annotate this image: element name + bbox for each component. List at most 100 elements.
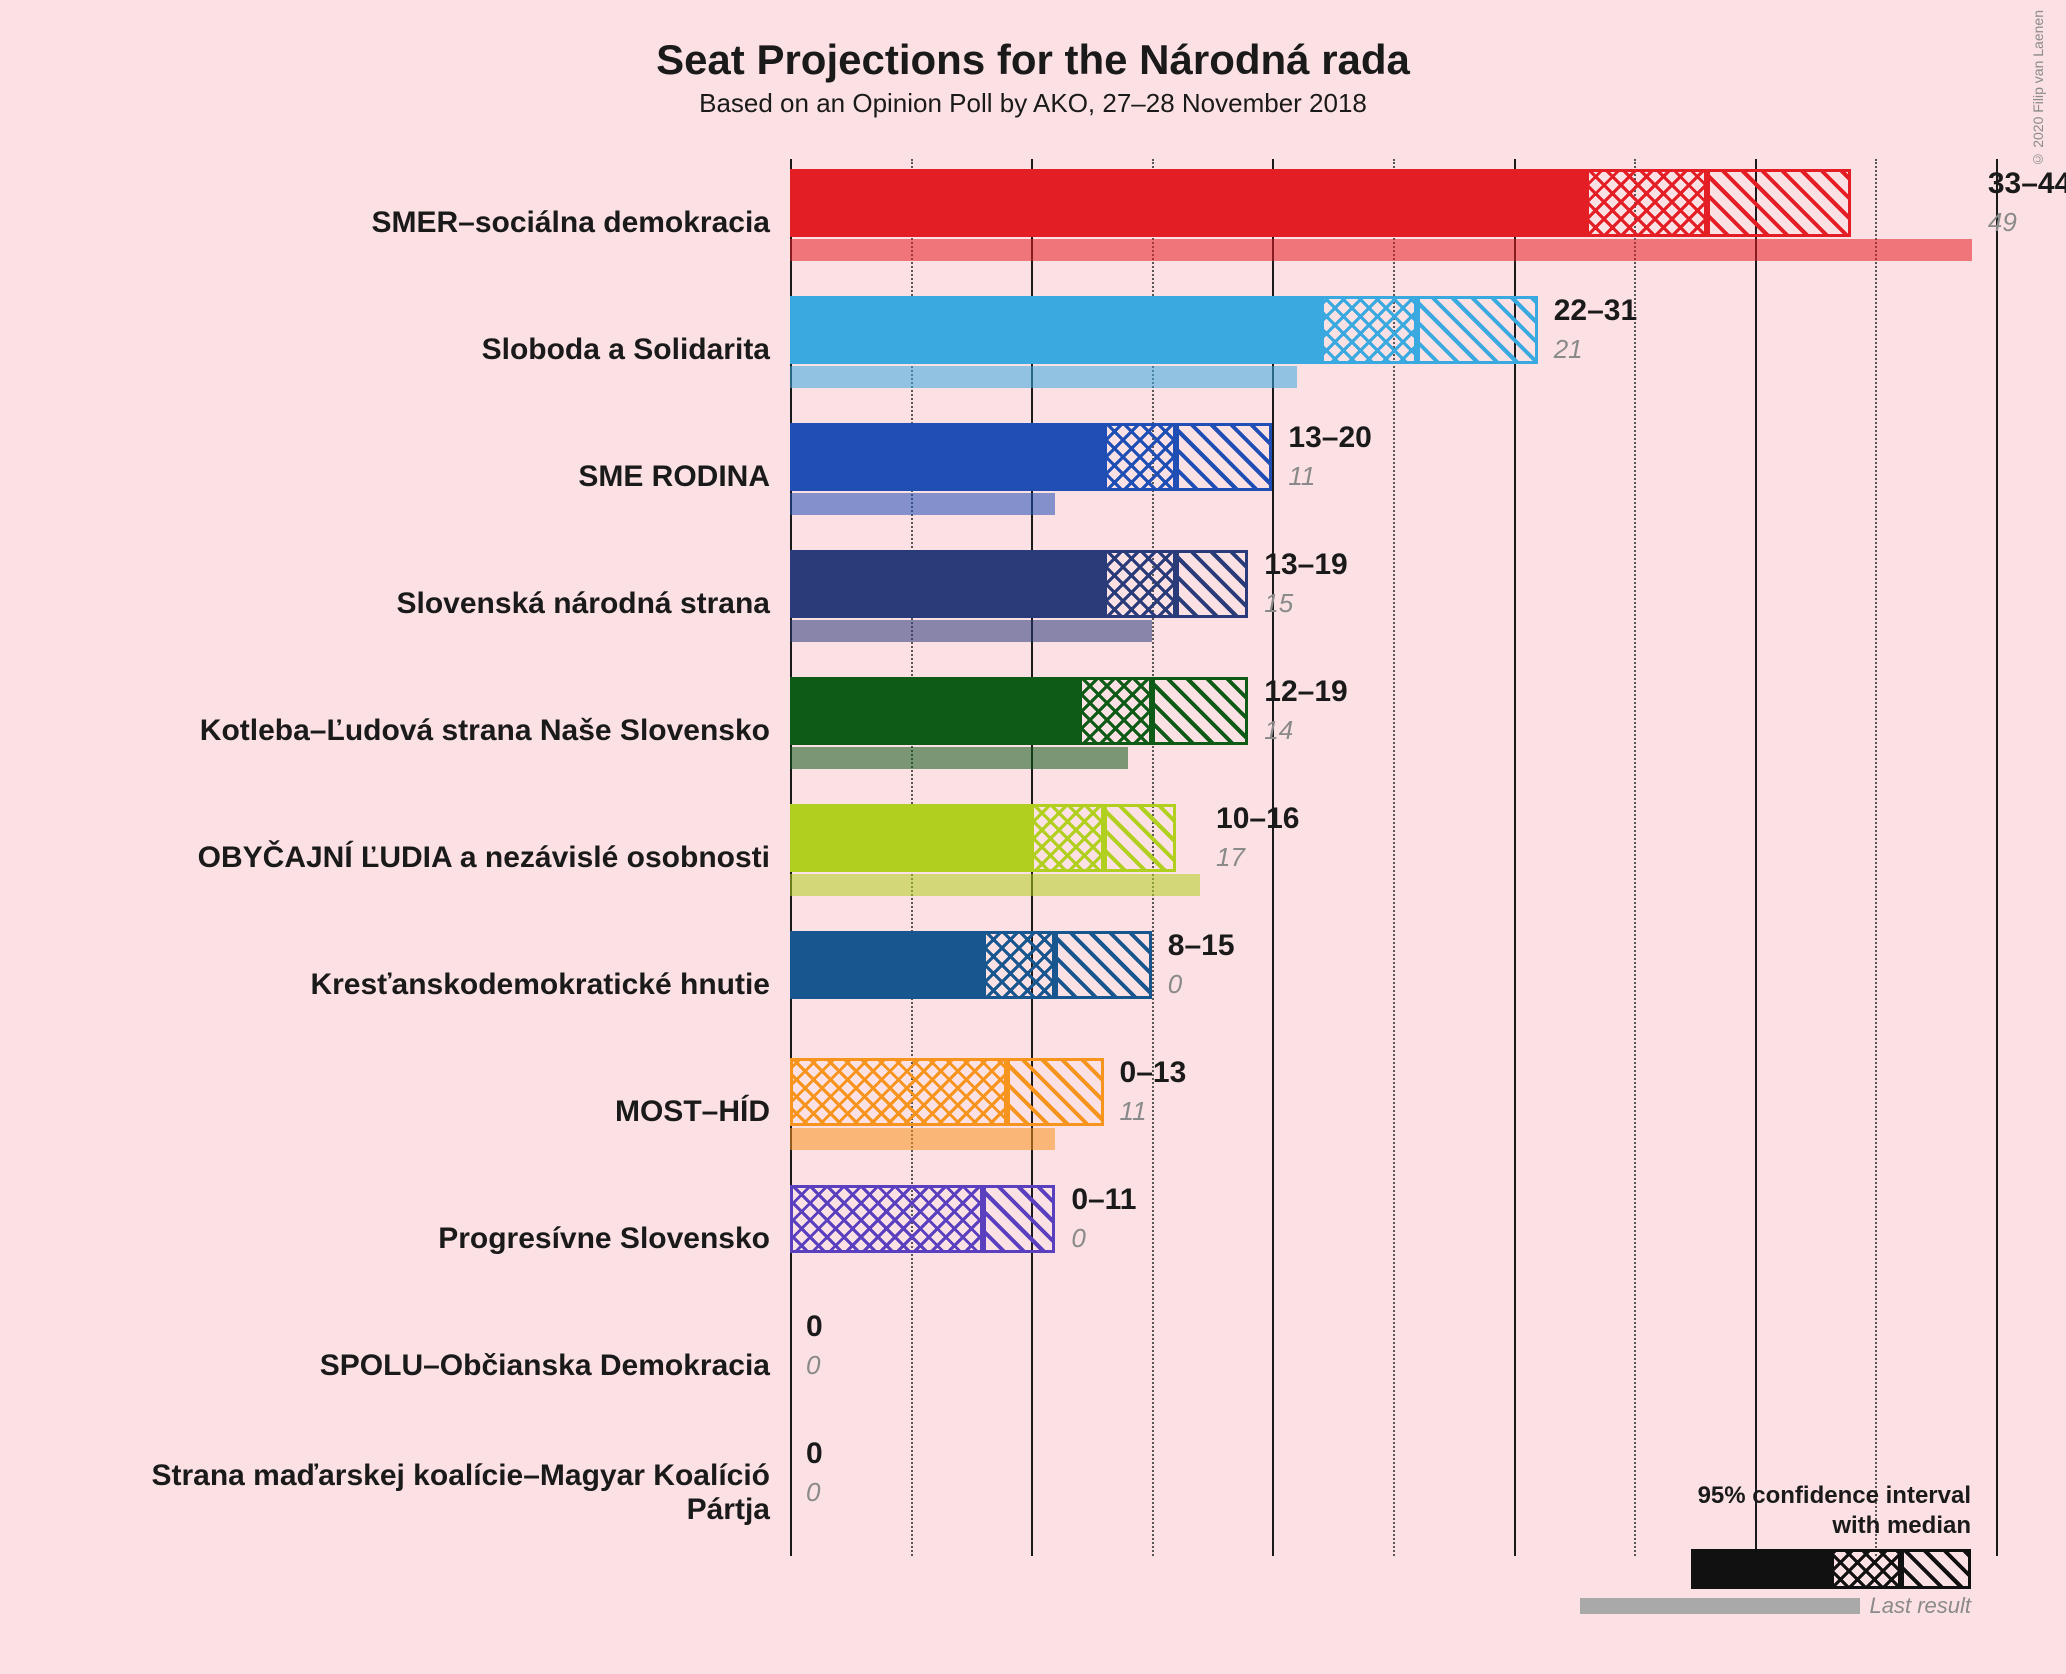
last-result-bar — [790, 620, 1152, 642]
party-bar-area: 8–15 0 — [790, 921, 1996, 1048]
projection-bar-high — [983, 1185, 1055, 1253]
projection-bar — [790, 1185, 1055, 1253]
projection-bar-high — [1176, 550, 1248, 618]
projection-bar — [790, 550, 1248, 618]
seat-projection-chart: © 2020 Filip van Laenen Seat Projections… — [0, 0, 2066, 1674]
value-labels: 22–31 21 — [1554, 294, 1637, 365]
projection-bar-low — [790, 296, 1321, 364]
value-last: 0 — [806, 1350, 823, 1381]
party-bar-area: 0–11 0 — [790, 1175, 1996, 1302]
party-bar-area: 0–1311 — [790, 1048, 1996, 1175]
legend-last-bar — [1580, 1598, 1860, 1614]
last-result-bar — [790, 493, 1055, 515]
party-bar-area: 12–1914 — [790, 667, 1996, 794]
party-label: SMER–sociálna demokracia — [70, 159, 790, 286]
party-row: SMER–sociálna demokracia33–4449 — [70, 159, 1996, 286]
projection-bar-median — [790, 1058, 1007, 1126]
projection-bar — [790, 1058, 1104, 1126]
value-last: 11 — [1288, 461, 1371, 492]
projection-bar-high — [1417, 296, 1538, 364]
projection-bar-high — [1152, 677, 1248, 745]
plot-area: SMER–sociálna demokracia33–4449Sloboda a… — [70, 159, 1996, 1556]
gridline-major — [1996, 159, 1998, 1556]
legend-seg-diag — [1901, 1549, 1971, 1589]
value-labels: 12–1914 — [1264, 675, 1347, 746]
party-row: OBYČAJNÍ ĽUDIA a nezávislé osobnosti 10–1… — [70, 794, 1996, 921]
projection-bar-high — [1104, 804, 1176, 872]
party-label: Kresťanskodemokratické hnutie — [70, 921, 790, 1048]
projection-bar-median — [1104, 423, 1176, 491]
last-result-bar — [790, 239, 1972, 261]
party-row: Progresívne Slovensko0–110 — [70, 1175, 1996, 1302]
value-range: 22–31 — [1554, 294, 1637, 328]
projection-bar — [790, 677, 1248, 745]
projection-bar-high — [1176, 423, 1272, 491]
value-range: 13–20 — [1288, 421, 1371, 455]
party-label: Kotleba–Ľudová strana Naše Slovensko — [70, 667, 790, 794]
party-bar-area: 22–31 21 — [790, 286, 1996, 413]
projection-bar-low — [790, 677, 1079, 745]
value-labels: 10–16 17 — [1216, 802, 1299, 873]
legend-title-line1: 95% confidence interval — [1698, 1482, 1971, 1509]
projection-bar-median — [1104, 550, 1176, 618]
legend: 95% confidence interval with median Last… — [1580, 1481, 1972, 1619]
value-labels: 0–1311 — [1120, 1056, 1187, 1127]
projection-bar — [790, 804, 1176, 872]
party-bar-area: 10–16 17 — [790, 794, 1996, 921]
value-range: 8–15 — [1168, 929, 1235, 963]
projection-bar-median — [1586, 169, 1707, 237]
value-range: 0 — [806, 1310, 823, 1344]
party-label: Slovenská národná strana — [70, 540, 790, 667]
party-label: SME RODINA — [70, 413, 790, 540]
last-result-bar — [790, 747, 1128, 769]
party-bar-area: 13–20 11 — [790, 413, 1996, 540]
projection-bar-high — [1007, 1058, 1103, 1126]
value-range: 0–11 — [1071, 1183, 1136, 1217]
legend-ci-swatch — [1691, 1549, 1971, 1589]
party-row: Sloboda a Solidarita 22–31 21 — [70, 286, 1996, 413]
legend-title-line2: with median — [1832, 1512, 1971, 1539]
value-last: 21 — [1554, 334, 1637, 365]
last-result-bar — [790, 874, 1200, 896]
projection-bar-median — [1079, 677, 1151, 745]
projection-bar-low — [790, 550, 1104, 618]
projection-bar-median — [983, 931, 1055, 999]
projection-bar — [790, 296, 1538, 364]
value-labels: 0–11 0 — [1071, 1183, 1136, 1254]
party-bar-area: 33–4449 — [790, 159, 1996, 286]
legend-title: 95% confidence interval with median — [1580, 1481, 1972, 1541]
legend-last-label: Last result — [1870, 1593, 1972, 1619]
projection-bar-low — [790, 169, 1586, 237]
party-bar-area: 00 — [790, 1302, 1996, 1429]
party-label: MOST–HÍD — [70, 1048, 790, 1175]
party-label: Sloboda a Solidarita — [70, 286, 790, 413]
projection-bar-high — [1055, 931, 1151, 999]
value-last: 14 — [1264, 715, 1347, 746]
legend-last-row: Last result — [1580, 1593, 1972, 1619]
projection-bar-median — [1321, 296, 1417, 364]
projection-bar-median — [1031, 804, 1103, 872]
value-last: 0 — [1168, 969, 1235, 1000]
projection-bar-low — [790, 931, 983, 999]
value-range: 10–16 — [1216, 802, 1299, 836]
value-range: 0 — [806, 1437, 823, 1471]
value-last: 15 — [1264, 588, 1347, 619]
value-last: 17 — [1216, 842, 1299, 873]
party-row: SME RODINA 13–20 11 — [70, 413, 1996, 540]
value-labels: 33–4449 — [1988, 167, 2066, 238]
projection-bar-high — [1707, 169, 1852, 237]
value-range: 33–44 — [1988, 167, 2066, 201]
value-labels: 00 — [806, 1437, 823, 1508]
party-label: OBYČAJNÍ ĽUDIA a nezávislé osobnosti — [70, 794, 790, 921]
party-bar-area: 13–1915 — [790, 540, 1996, 667]
value-labels: 13–1915 — [1264, 548, 1347, 619]
party-row: Slovenská národná strana 13–1915 — [70, 540, 1996, 667]
chart-title: Seat Projections for the Národná rada — [70, 36, 1996, 84]
value-labels: 13–20 11 — [1288, 421, 1371, 492]
legend-seg-cross — [1831, 1549, 1901, 1589]
projection-bar — [790, 931, 1152, 999]
party-label: Strana maďarskej koalície–Magyar Koalíci… — [70, 1429, 790, 1556]
party-row: Kotleba–Ľudová strana Naše Slovensko 12–1… — [70, 667, 1996, 794]
value-last: 0 — [1071, 1223, 1136, 1254]
value-last: 0 — [806, 1477, 823, 1508]
